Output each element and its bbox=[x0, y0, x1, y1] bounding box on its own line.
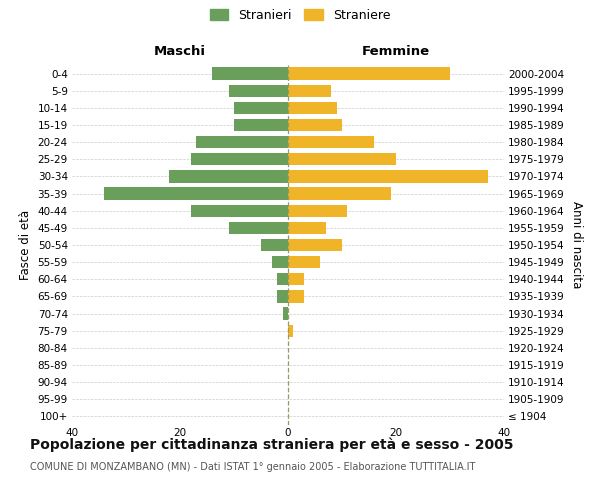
Text: Maschi: Maschi bbox=[154, 45, 206, 58]
Bar bbox=[288, 170, 488, 182]
Text: Popolazione per cittadinanza straniera per età e sesso - 2005: Popolazione per cittadinanza straniera p… bbox=[30, 438, 514, 452]
Bar bbox=[229, 222, 288, 234]
Bar bbox=[288, 222, 326, 234]
Y-axis label: Fasce di età: Fasce di età bbox=[19, 210, 32, 280]
Bar bbox=[288, 256, 320, 268]
Bar bbox=[288, 119, 342, 131]
Bar bbox=[288, 84, 331, 97]
Bar bbox=[288, 188, 391, 200]
Bar bbox=[288, 102, 337, 114]
Bar bbox=[283, 308, 288, 320]
Bar bbox=[229, 84, 288, 97]
Bar bbox=[288, 324, 293, 337]
Text: Femmine: Femmine bbox=[362, 45, 430, 58]
Bar bbox=[191, 153, 288, 166]
Bar bbox=[288, 290, 304, 302]
Bar bbox=[234, 102, 288, 114]
Text: COMUNE DI MONZAMBANO (MN) - Dati ISTAT 1° gennaio 2005 - Elaborazione TUTTITALIA: COMUNE DI MONZAMBANO (MN) - Dati ISTAT 1… bbox=[30, 462, 475, 472]
Bar bbox=[261, 239, 288, 251]
Y-axis label: Anni di nascita: Anni di nascita bbox=[571, 202, 583, 288]
Bar bbox=[288, 136, 374, 148]
Legend: Stranieri, Straniere: Stranieri, Straniere bbox=[209, 8, 391, 22]
Bar bbox=[104, 188, 288, 200]
Bar bbox=[272, 256, 288, 268]
Bar bbox=[191, 204, 288, 217]
Bar bbox=[196, 136, 288, 148]
Bar bbox=[288, 273, 304, 285]
Bar bbox=[277, 290, 288, 302]
Bar bbox=[288, 153, 396, 166]
Bar bbox=[212, 68, 288, 80]
Bar bbox=[288, 204, 347, 217]
Bar bbox=[277, 273, 288, 285]
Bar bbox=[234, 119, 288, 131]
Bar bbox=[288, 68, 450, 80]
Bar bbox=[169, 170, 288, 182]
Bar bbox=[288, 239, 342, 251]
